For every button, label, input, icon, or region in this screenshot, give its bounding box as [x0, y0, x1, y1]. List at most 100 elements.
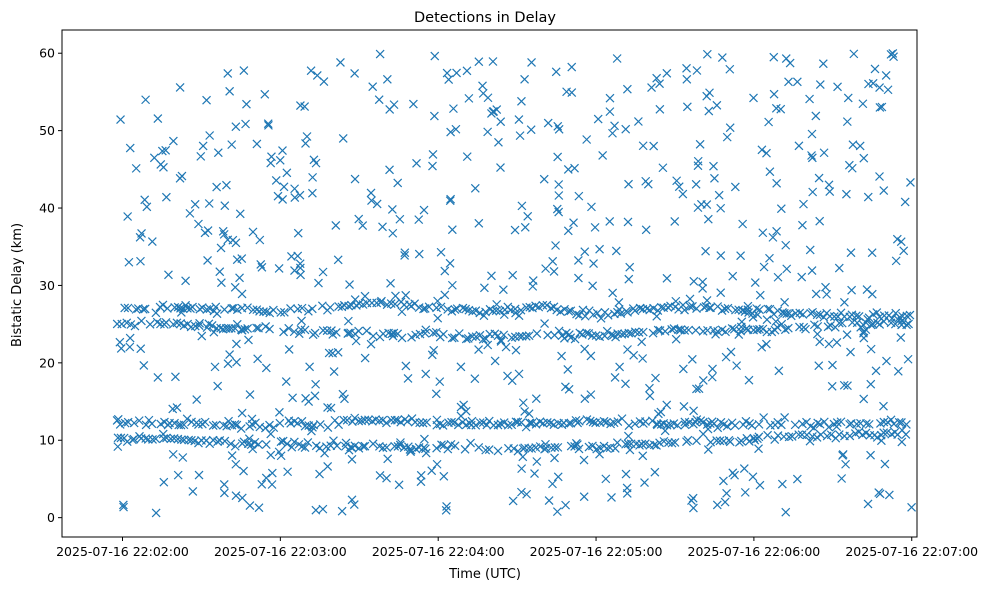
data-point-marker [421, 369, 431, 379]
data-point-marker [209, 327, 219, 337]
data-point-marker [276, 308, 286, 317]
data-point-marker [692, 384, 701, 394]
data-point-marker [323, 423, 333, 432]
x-tick-label: 2025-07-16 22:07:00 [845, 544, 978, 559]
data-point-marker [670, 437, 680, 447]
data-point-marker [776, 104, 786, 114]
data-point-marker [712, 500, 722, 510]
data-point-marker [194, 321, 204, 331]
data-point-marker [507, 420, 517, 430]
data-point-marker [232, 319, 242, 329]
data-point-marker [834, 430, 844, 440]
data-point-marker [662, 420, 672, 430]
data-point-marker [645, 383, 654, 393]
data-point-marker [215, 267, 225, 277]
data-point-marker [564, 330, 574, 340]
data-point-marker [159, 477, 169, 487]
data-point-marker [652, 311, 662, 321]
data-point-marker [905, 310, 915, 320]
data-point-marker [147, 237, 157, 246]
data-point-marker [305, 362, 315, 372]
data-point-marker [301, 139, 310, 148]
data-point-marker [762, 148, 771, 158]
data-point-marker [884, 490, 894, 500]
data-point-marker [168, 404, 178, 414]
data-point-marker [213, 148, 223, 158]
data-point-marker [761, 339, 771, 349]
data-point-marker [749, 93, 758, 103]
data-point-marker [852, 318, 862, 328]
data-point-marker [894, 417, 904, 427]
data-point-marker [478, 334, 488, 344]
data-point-marker [546, 443, 556, 453]
data-point-marker [879, 401, 888, 411]
data-point-marker [638, 141, 648, 151]
data-point-marker [489, 420, 499, 430]
data-point-marker [795, 322, 804, 332]
data-point-marker [323, 403, 332, 412]
data-point-marker [637, 337, 647, 347]
data-point-marker [153, 114, 163, 124]
data-point-marker [743, 301, 753, 311]
data-point-marker [571, 415, 581, 425]
data-point-marker [403, 374, 413, 383]
data-point-marker [274, 407, 284, 417]
data-point-marker [813, 321, 823, 331]
data-point-marker [787, 432, 797, 441]
data-point-marker [598, 151, 608, 160]
data-point-marker [526, 125, 536, 135]
data-point-marker [773, 272, 783, 282]
data-point-marker [293, 228, 303, 238]
data-point-marker [554, 124, 564, 134]
data-point-marker [553, 442, 563, 452]
data-point-marker [879, 417, 889, 427]
data-point-marker [582, 328, 591, 338]
data-point-marker [441, 505, 451, 515]
data-point-marker [523, 211, 533, 221]
data-point-marker [151, 308, 161, 318]
data-point-marker [430, 51, 440, 61]
data-point-marker [758, 324, 768, 334]
data-point-marker [151, 508, 161, 518]
data-point-marker [602, 443, 612, 453]
data-point-marker [755, 480, 765, 490]
data-point-marker [687, 496, 696, 505]
data-point-marker [266, 158, 276, 168]
data-point-marker [374, 95, 384, 105]
data-point-marker [629, 350, 639, 360]
data-point-marker [691, 325, 701, 335]
data-point-marker [224, 324, 234, 333]
data-point-marker [630, 306, 640, 316]
data-point-marker [213, 437, 223, 447]
y-tick-label: 40 [39, 201, 55, 216]
data-point-marker [815, 419, 825, 429]
data-point-marker [447, 333, 457, 343]
data-point-marker [551, 241, 560, 250]
data-point-marker [149, 153, 159, 163]
data-point-marker [794, 430, 804, 440]
data-point-marker [499, 418, 509, 428]
data-point-marker [336, 58, 345, 67]
data-point-marker [721, 327, 730, 337]
data-point-marker [849, 49, 859, 59]
data-point-marker [275, 418, 285, 428]
data-point-marker [897, 320, 907, 330]
data-point-marker [614, 298, 624, 307]
data-point-marker [479, 283, 489, 293]
data-point-marker [679, 401, 689, 411]
data-point-marker [378, 222, 387, 232]
data-point-marker [595, 449, 604, 459]
data-point-marker [552, 204, 562, 214]
data-point-marker [698, 429, 708, 439]
data-point-marker [242, 99, 251, 109]
data-point-marker [309, 420, 319, 430]
data-point-marker [510, 225, 520, 235]
data-point-marker [248, 227, 258, 237]
data-point-marker [527, 57, 536, 67]
data-point-marker [867, 289, 877, 299]
data-point-marker [218, 226, 228, 236]
data-point-marker [574, 191, 584, 201]
data-point-marker [244, 434, 254, 444]
data-point-marker [889, 419, 899, 429]
data-point-marker [649, 440, 659, 450]
